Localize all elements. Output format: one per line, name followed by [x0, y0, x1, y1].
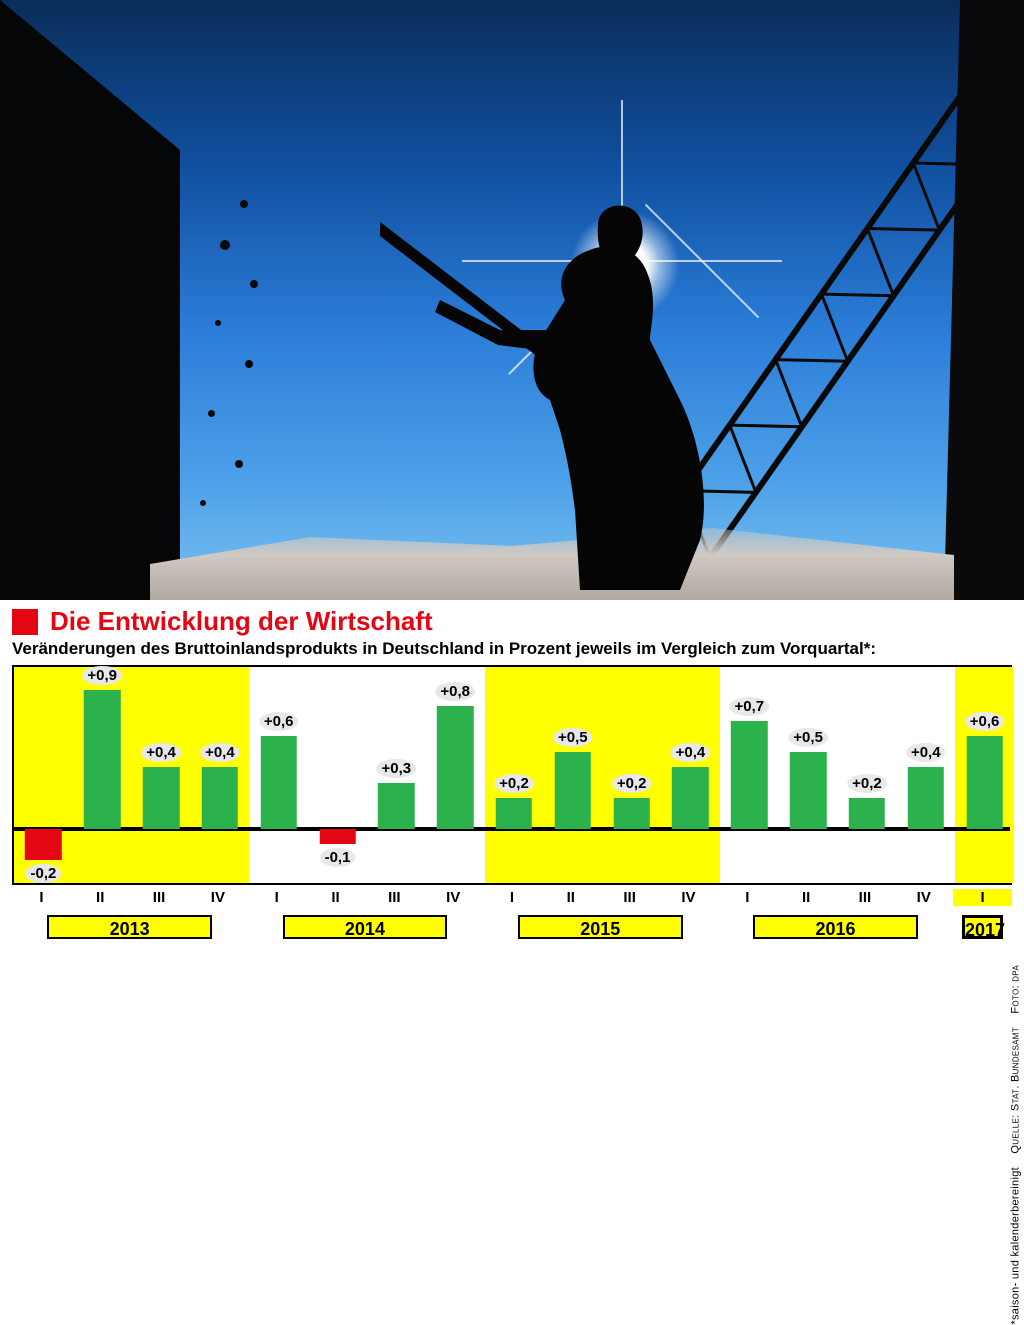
- year-label: 2014: [283, 915, 448, 939]
- worker-silhouette: [380, 130, 800, 590]
- bar-value-label: +0,2: [612, 774, 652, 793]
- quarter-label: III: [365, 889, 424, 906]
- quarter-label: II: [71, 889, 130, 906]
- hero-photo: [0, 0, 1024, 600]
- gdp-bar: [790, 752, 826, 829]
- quarter-label: I: [953, 889, 1012, 906]
- year-label: 2013: [47, 915, 212, 939]
- quarter-label: IV: [659, 889, 718, 906]
- quarter-label: II: [777, 889, 836, 906]
- bar-value-label: +0,4: [671, 743, 711, 762]
- quarter-label: III: [130, 889, 189, 906]
- rubble-particle: [220, 240, 230, 250]
- quarter-label: II: [306, 889, 365, 906]
- gdp-bar: [672, 767, 708, 829]
- bar-value-label: +0,7: [729, 697, 769, 716]
- rubble-particle: [240, 200, 248, 208]
- gdp-bar: [84, 690, 120, 829]
- quarter-label: II: [541, 889, 600, 906]
- quarter-axis: IIIIIIIVIIIIIIIVIIIIIIIVIIIIIIIVI: [12, 889, 1012, 913]
- bar-value-label: +0,4: [141, 743, 181, 762]
- gdp-bar: [202, 767, 238, 829]
- bar-value-label: +0,5: [553, 728, 593, 747]
- bar-slot: +0,4: [190, 667, 249, 883]
- bar-slot: +0,6: [249, 667, 308, 883]
- gdp-bar: [260, 736, 296, 829]
- bar-slot: +0,5: [543, 667, 602, 883]
- bar-slot: +0,2: [838, 667, 897, 883]
- footnote-photo: dpa: [1010, 965, 1022, 982]
- gdp-bar: [437, 706, 473, 829]
- year-label: 2016: [753, 915, 918, 939]
- quarter-label: I: [483, 889, 542, 906]
- quarter-label: I: [12, 889, 71, 906]
- bar-slot: +0,4: [132, 667, 191, 883]
- rubble-particle: [245, 360, 253, 368]
- chart-subtitle: Veränderungen des Bruttoinlandsprodukts …: [0, 639, 1024, 665]
- quarter-label: III: [836, 889, 895, 906]
- bar-slot: +0,2: [485, 667, 544, 883]
- gdp-bar: [25, 829, 61, 860]
- gdp-bar: [143, 767, 179, 829]
- bar-value-label: +0,9: [82, 666, 122, 685]
- gdp-bar: [966, 736, 1002, 829]
- footnote-adjustment: *saison- und kalenderbereinigt: [1010, 1167, 1022, 1325]
- bar-value-label: +0,8: [435, 682, 475, 701]
- chart-title-row: Die Entwicklung der Wirtschaft: [0, 600, 1024, 639]
- gdp-bar: [555, 752, 591, 829]
- chart-plot-area: -0,2 +0,9 +0,4 +0,4 +0,6 -0,1 +0,3 +0,8 +0,2 +0,5…: [12, 665, 1012, 885]
- rubble-particle: [250, 280, 258, 288]
- quarter-label: I: [247, 889, 306, 906]
- gdp-bar: [378, 783, 414, 829]
- bar-value-label: +0,6: [965, 712, 1005, 731]
- quarter-label: IV: [188, 889, 247, 906]
- bar-value-label: +0,4: [906, 743, 946, 762]
- bar-slot: -0,1: [308, 667, 367, 883]
- bar-slot: +0,4: [661, 667, 720, 883]
- gdp-bar: [496, 798, 532, 829]
- bar-slot: +0,9: [73, 667, 132, 883]
- gdp-bar: [319, 829, 355, 844]
- building-silhouette-left: [0, 0, 180, 600]
- gdp-bar: [731, 721, 767, 829]
- bar-value-label: +0,2: [847, 774, 887, 793]
- bar-value-label: +0,6: [259, 712, 299, 731]
- gdp-bar: [613, 798, 649, 829]
- gdp-chart-panel: Die Entwicklung der Wirtschaft Veränderu…: [0, 600, 1024, 975]
- bar-value-label: +0,2: [494, 774, 534, 793]
- bar-slot: +0,7: [720, 667, 779, 883]
- bar-slot: +0,2: [602, 667, 661, 883]
- quarter-label: IV: [424, 889, 483, 906]
- bar-slot: +0,8: [426, 667, 485, 883]
- rubble-particle: [235, 460, 243, 468]
- year-axis: 2013 2014 2015 2016 2017: [12, 915, 1012, 945]
- bar-value-label: -0,2: [25, 864, 61, 883]
- bar-value-label: +0,3: [377, 759, 417, 778]
- chart-footnotes: *saison- und kalenderbereinigt Quelle: S…: [1010, 965, 1022, 1325]
- quarter-label: III: [600, 889, 659, 906]
- footnote-source: Stat. Bundesamt: [1010, 1027, 1022, 1111]
- rubble-particle: [200, 500, 206, 506]
- title-accent-square: [12, 609, 38, 635]
- bar-slot: +0,5: [779, 667, 838, 883]
- year-label: 2017: [962, 915, 1003, 939]
- footnote-photo-label: Foto:: [1010, 985, 1022, 1013]
- bar-value-label: -0,1: [320, 848, 356, 867]
- gdp-bar: [849, 798, 885, 829]
- bar-slot: +0,3: [367, 667, 426, 883]
- bar-value-label: +0,5: [788, 728, 828, 747]
- bar-slot: -0,2: [14, 667, 73, 883]
- rubble-particle: [215, 320, 221, 326]
- quarter-label: I: [718, 889, 777, 906]
- bar-slot: +0,6: [955, 667, 1014, 883]
- footnote-source-label: Quelle:: [1010, 1115, 1022, 1154]
- quarter-label: IV: [894, 889, 953, 906]
- chart-title: Die Entwicklung der Wirtschaft: [50, 606, 433, 637]
- bar-value-label: +0,4: [200, 743, 240, 762]
- bar-slot: +0,4: [896, 667, 955, 883]
- rubble-particle: [208, 410, 215, 417]
- gdp-bar: [908, 767, 944, 829]
- year-label: 2015: [518, 915, 683, 939]
